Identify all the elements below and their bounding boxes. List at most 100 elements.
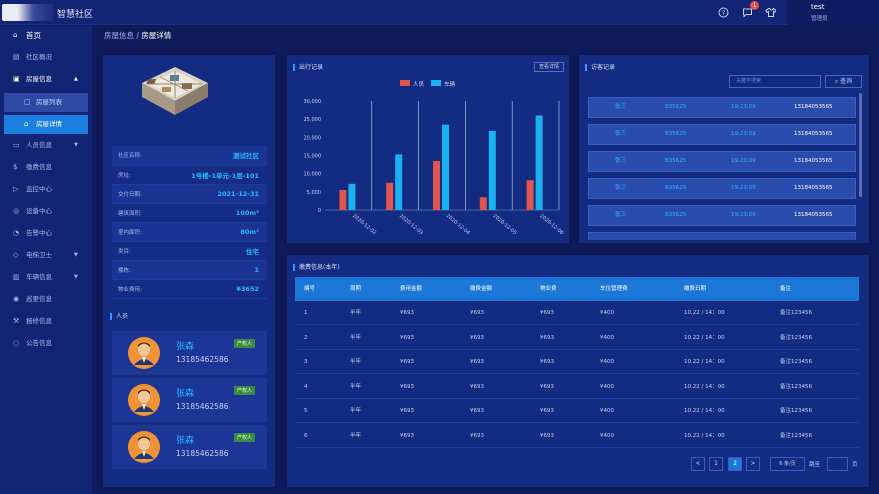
table-cell: 半年 [350, 408, 362, 415]
column-header: 编号 [304, 286, 316, 292]
breadcrumb-current: 房屋详情 [141, 31, 172, 40]
sidebar-item-label: 首页 [26, 31, 41, 40]
table-cell: ¥693 [400, 359, 414, 366]
visitor-row[interactable]: 张三 B35625 19:23:09 13184053565 [588, 151, 856, 172]
chevron-down-icon: ▼ [74, 252, 78, 258]
question-circle-icon[interactable]: ? [718, 7, 729, 18]
sidebar-item-label: 设备中心 [26, 207, 52, 215]
prev-page-button[interactable]: < [691, 457, 705, 471]
page-size-select[interactable]: 6 条/页 [770, 457, 805, 471]
notice-icon: ◌ [13, 339, 20, 347]
device-icon: ◎ [13, 207, 20, 215]
person-phone: 13185462586 [176, 355, 229, 364]
table-row: 3 半年 ¥693 ¥693 ¥693 ¥400 10.22 / 14：00 备注123456 [295, 350, 859, 375]
sidebar-item-house-detail[interactable]: ⌂ 房屋详情 [4, 115, 88, 134]
visitor-phone: 13184053565 [794, 212, 833, 218]
bar-people [433, 160, 440, 210]
person-card[interactable]: 张森 13185462586 产权人 [112, 425, 267, 469]
repair-icon: ⚒ [13, 317, 20, 325]
info-key: 房址: [112, 165, 172, 185]
sidebar-item-house-info[interactable]: ▣ 房屋信息 ▲ [0, 70, 92, 89]
visitor-search-button[interactable]: ⌕ 查询 [825, 75, 862, 88]
tshirt-icon[interactable] [765, 7, 777, 18]
visitor-phone: 13184053565 [794, 104, 833, 110]
table-cell: 半年 [350, 359, 362, 366]
page-button-current[interactable]: 2 [728, 457, 742, 471]
top-bar: 智慧社区 ? 1 test 管理员 [0, 0, 879, 25]
sidebar-item-alarms[interactable]: ◔ 告警中心 [0, 224, 92, 243]
person-card[interactable]: 张森 13185462586 产权人 [112, 378, 267, 422]
table-cell: 备注123456 [780, 310, 812, 316]
fees-table-header: 编号 周期 费用金额 缴费金额 物业费 车位管理费 缴费日期 备注 [295, 277, 859, 301]
sidebar-item-label: 告警中心 [26, 229, 52, 237]
table-cell: 备注123456 [780, 433, 812, 439]
visitor-row[interactable]: 张三 B35625 19:23:09 13184053565 [588, 97, 856, 118]
sidebar-item-people[interactable]: ▭ 人员信息 ▼ [0, 136, 92, 155]
table-cell: 备注123456 [780, 408, 812, 415]
chat-bubble-icon[interactable] [742, 7, 753, 18]
table-cell: ¥693 [470, 334, 484, 341]
visitor-name: 张三 [615, 131, 627, 137]
visitor-code: B35625 [665, 212, 687, 218]
sidebar-item-label: 社区概况 [26, 53, 52, 61]
view-details-button[interactable]: 查看详情 [534, 62, 564, 72]
table-cell: 半年 [350, 383, 362, 390]
column-header: 周期 [350, 286, 362, 292]
goto-page-input[interactable] [827, 457, 848, 471]
sidebar-item-devices[interactable]: ◎ 设备中心 [0, 202, 92, 221]
sidebar-item-patrol[interactable]: ◉ 巡更信息 [0, 290, 92, 309]
table-cell: 10.22 / 14：00 [684, 433, 725, 439]
table-cell: ¥693 [470, 310, 484, 316]
fee-icon: $ [13, 163, 18, 171]
table-cell: ¥693 [400, 310, 414, 316]
sidebar-item-house-list[interactable]: ▢ 房屋列表 [4, 93, 88, 112]
person-name: 张森 [176, 436, 195, 446]
page-suffix-label: 页 [852, 462, 858, 468]
info-key: 交付日期: [112, 184, 172, 204]
car-icon: ▥ [13, 273, 20, 281]
sidebar-item-elevator[interactable]: ◇ 电梯卫士 ▼ [0, 246, 92, 265]
visitor-row[interactable]: 张三 B35625 19:23:09 13184053565 [588, 178, 856, 199]
table-cell: 6 [304, 433, 308, 439]
chevron-down-icon: ▼ [74, 142, 78, 148]
owner-tag: 产权人 [234, 433, 256, 442]
travel-bar-chart: 人员 车辆 0 5,000 10,000 15,000 20,000 25,000 30,000… [304, 80, 564, 236]
next-page-button[interactable]: > [746, 457, 760, 471]
sidebar-item-vehicles[interactable]: ▥ 车辆信息 ▼ [0, 268, 92, 287]
legend-label: 人员 [413, 81, 425, 88]
y-tick-label: 10,000 [304, 172, 322, 178]
table-cell: 5 [304, 408, 308, 415]
table-cell: ¥400 [600, 433, 614, 439]
sidebar-item-repair[interactable]: ⚒ 报修信息 [0, 312, 92, 331]
people-title: 人员 [110, 313, 128, 320]
sidebar-item-overview[interactable]: ▤ 社区概况 [0, 48, 92, 67]
x-tick-label: 2020-12-06 [538, 213, 564, 236]
sidebar: ⌂ 首页 ▤ 社区概况 ▣ 房屋信息 ▲ ▢ 房屋列表 ⌂ 房屋详情 ▭ 人员信息 ▼ $ 缴费信… [0, 26, 92, 494]
visitor-search-input[interactable]: 关键字搜索 [729, 75, 821, 88]
sidebar-item-monitor[interactable]: ▷ 监控中心 [0, 180, 92, 199]
user-menu[interactable]: test 管理员 [787, 0, 879, 25]
column-header: 费用金额 [400, 286, 423, 292]
app-logo [2, 4, 54, 21]
sidebar-item-label: 房屋详情 [36, 120, 62, 128]
info-value: 住宅 [172, 241, 267, 261]
app-title: 智慧社区 [57, 10, 94, 20]
sidebar-item-fees[interactable]: $ 缴费信息 [0, 158, 92, 177]
avatar [128, 431, 160, 463]
table-cell: ¥693 [400, 334, 414, 341]
sidebar-item-notice[interactable]: ◌ 公告信息 [0, 334, 92, 353]
visitor-row[interactable]: 张三 B35625 19:23:09 13184053565 [588, 124, 856, 145]
sidebar-item-home[interactable]: ⌂ 首页 [0, 26, 92, 45]
person-card[interactable]: 张森 13185462586 产权人 [112, 331, 267, 375]
visitor-name: 张三 [615, 212, 627, 218]
page-button[interactable]: 1 [709, 457, 723, 471]
visitor-code: B35625 [665, 104, 687, 110]
visitor-scrollbar[interactable] [859, 93, 862, 197]
breadcrumb-parent[interactable]: 房屋信息 [104, 31, 134, 40]
visitor-row[interactable]: 张三 B35625 19:23:09 13184053565 [588, 205, 856, 226]
info-row: 楼栋: 1 [112, 260, 267, 280]
legend-swatch [400, 80, 410, 86]
x-tick-label: 2020-12-02 [351, 213, 377, 236]
info-key: 类目: [112, 241, 172, 261]
table-cell: ¥693 [400, 408, 414, 415]
